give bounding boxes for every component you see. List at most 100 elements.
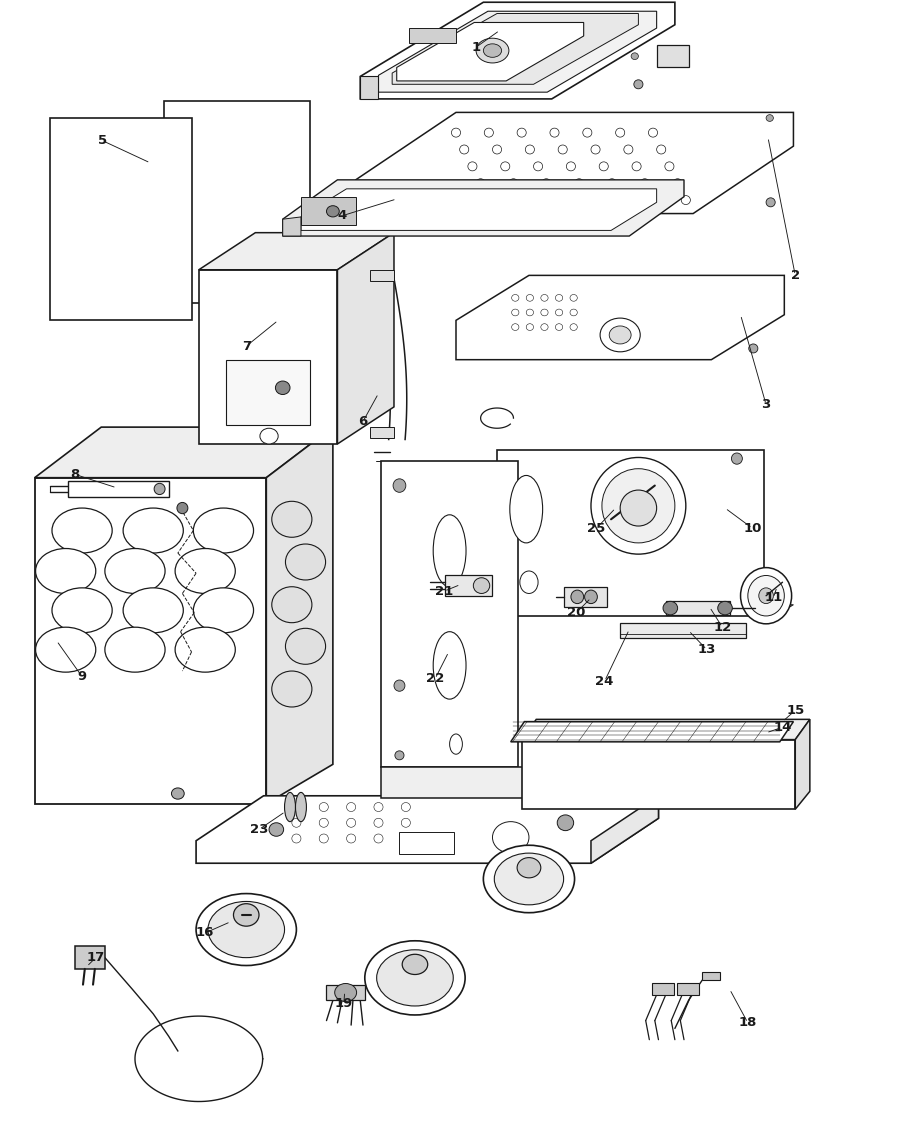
Ellipse shape (492, 822, 528, 853)
Ellipse shape (623, 145, 632, 154)
Text: 4: 4 (337, 209, 346, 223)
Ellipse shape (401, 818, 410, 827)
Ellipse shape (36, 627, 96, 672)
Ellipse shape (401, 834, 410, 843)
Text: 15: 15 (785, 704, 804, 717)
Ellipse shape (334, 984, 356, 1001)
Ellipse shape (574, 179, 583, 188)
Ellipse shape (476, 38, 508, 63)
Ellipse shape (758, 588, 773, 604)
Ellipse shape (484, 196, 493, 205)
Ellipse shape (364, 941, 465, 1015)
Ellipse shape (717, 601, 732, 615)
Text: 11: 11 (763, 591, 782, 605)
Text: 13: 13 (697, 643, 715, 656)
Polygon shape (355, 180, 374, 214)
Polygon shape (360, 2, 674, 99)
Text: 16: 16 (196, 926, 214, 940)
Ellipse shape (271, 671, 312, 707)
Polygon shape (282, 217, 301, 236)
Ellipse shape (640, 179, 649, 188)
Ellipse shape (540, 309, 548, 316)
Text: 2: 2 (790, 269, 799, 282)
Ellipse shape (549, 196, 558, 205)
Ellipse shape (271, 501, 312, 537)
Ellipse shape (319, 803, 328, 812)
Polygon shape (701, 972, 720, 980)
Ellipse shape (319, 818, 328, 827)
Text: 10: 10 (742, 522, 761, 535)
Ellipse shape (509, 475, 542, 543)
Ellipse shape (558, 145, 567, 154)
Polygon shape (301, 189, 656, 230)
Polygon shape (199, 233, 394, 270)
Polygon shape (381, 461, 517, 767)
Ellipse shape (615, 128, 624, 137)
Ellipse shape (555, 294, 562, 301)
Polygon shape (301, 197, 355, 225)
Polygon shape (164, 101, 310, 303)
Ellipse shape (433, 632, 466, 699)
Ellipse shape (52, 588, 112, 633)
Polygon shape (282, 180, 683, 236)
Ellipse shape (533, 162, 542, 171)
Ellipse shape (319, 834, 328, 843)
Ellipse shape (569, 309, 577, 316)
Polygon shape (521, 740, 794, 809)
Polygon shape (35, 427, 333, 478)
Ellipse shape (569, 324, 577, 330)
Ellipse shape (517, 128, 526, 137)
Ellipse shape (631, 162, 640, 171)
Ellipse shape (555, 309, 562, 316)
Ellipse shape (484, 128, 493, 137)
Ellipse shape (175, 627, 235, 672)
Ellipse shape (569, 294, 577, 301)
Ellipse shape (609, 326, 630, 344)
Ellipse shape (346, 834, 355, 843)
Polygon shape (360, 76, 378, 99)
Text: 21: 21 (435, 584, 453, 598)
Ellipse shape (123, 508, 183, 553)
Ellipse shape (525, 145, 534, 154)
Ellipse shape (284, 792, 295, 822)
Text: 19: 19 (334, 997, 353, 1010)
Polygon shape (378, 11, 656, 92)
Text: 23: 23 (250, 823, 268, 836)
Polygon shape (590, 796, 658, 863)
Text: 7: 7 (241, 339, 251, 353)
Polygon shape (35, 478, 266, 804)
Ellipse shape (765, 115, 773, 121)
Ellipse shape (599, 318, 640, 352)
Ellipse shape (473, 578, 489, 593)
Ellipse shape (105, 549, 165, 593)
Ellipse shape (467, 162, 476, 171)
Ellipse shape (590, 145, 599, 154)
Ellipse shape (590, 457, 685, 554)
Ellipse shape (175, 549, 235, 593)
Ellipse shape (607, 179, 616, 188)
Polygon shape (370, 270, 394, 281)
Ellipse shape (494, 853, 563, 905)
Polygon shape (396, 22, 583, 81)
Ellipse shape (376, 950, 453, 1006)
Ellipse shape (508, 179, 517, 188)
Ellipse shape (526, 309, 533, 316)
Ellipse shape (285, 544, 325, 580)
Polygon shape (337, 233, 394, 444)
Ellipse shape (36, 549, 96, 593)
Ellipse shape (557, 815, 573, 831)
Text: 14: 14 (773, 720, 791, 734)
Ellipse shape (633, 80, 642, 89)
Polygon shape (496, 450, 763, 616)
Text: 17: 17 (87, 951, 105, 964)
Ellipse shape (271, 587, 312, 623)
Polygon shape (196, 796, 658, 863)
Ellipse shape (765, 198, 774, 207)
Ellipse shape (582, 196, 591, 205)
Ellipse shape (731, 453, 742, 464)
Ellipse shape (599, 162, 608, 171)
Ellipse shape (402, 954, 427, 975)
Ellipse shape (476, 179, 485, 188)
Text: 8: 8 (70, 468, 79, 481)
Ellipse shape (449, 734, 462, 754)
